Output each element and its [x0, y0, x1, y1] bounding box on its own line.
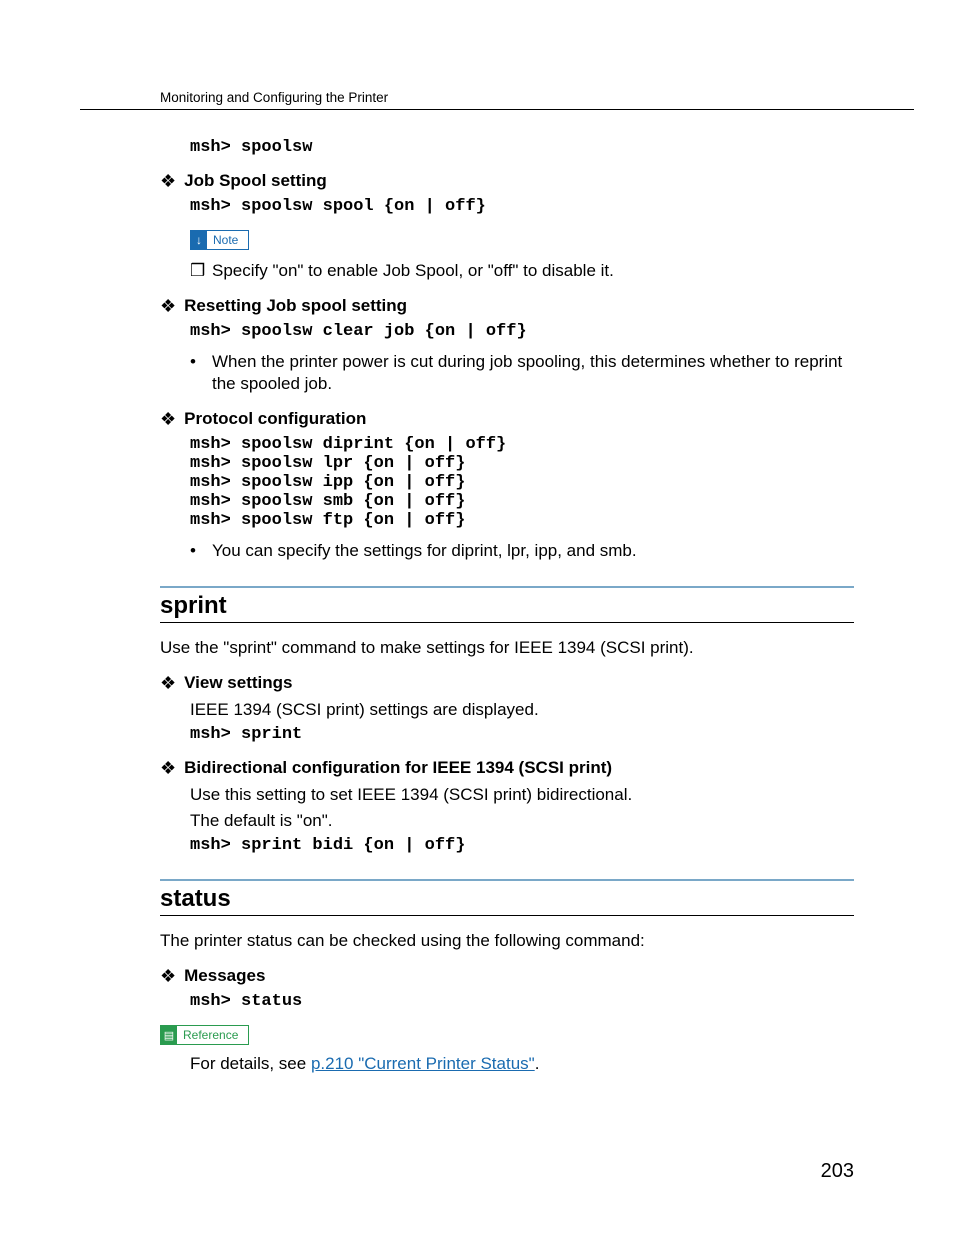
code-status: msh> status — [190, 992, 854, 1011]
note-item: ❒ Specify "on" to enable Job Spool, or "… — [190, 260, 854, 282]
diamond-icon: ❖ — [160, 409, 176, 429]
code-sprint-bidi: msh> sprint bidi {on | off} — [190, 836, 854, 855]
section-title-messages: Messages — [184, 966, 265, 986]
section-underline — [160, 915, 854, 916]
heading-status: status — [160, 885, 854, 913]
bullet-protocol: • You can specify the settings for dipri… — [190, 540, 854, 562]
heading-sprint: sprint — [160, 592, 854, 620]
reference-icon: ▤ — [161, 1026, 177, 1044]
reference-line: For details, see p.210 "Current Printer … — [190, 1053, 854, 1075]
section-rule — [160, 586, 854, 588]
section-title-view: View settings — [184, 673, 292, 693]
diamond-icon: ❖ — [160, 966, 176, 986]
page-number: 203 — [821, 1160, 854, 1183]
section-messages: ❖ Messages — [160, 966, 854, 986]
diamond-icon: ❖ — [160, 171, 176, 191]
reference-prefix: For details, see — [190, 1054, 311, 1073]
section-rule — [160, 879, 854, 881]
bullet-reset-spool: • When the printer power is cut during j… — [190, 351, 854, 395]
section-title-job-spool: Job Spool setting — [184, 171, 327, 191]
down-arrow-icon: ↓ — [191, 231, 207, 249]
bullet-text: When the printer power is cut during job… — [212, 351, 854, 395]
reference-badge: ▤ Reference — [160, 1025, 249, 1045]
note-label: Note — [207, 233, 248, 247]
section-title-protocol: Protocol configuration — [184, 409, 366, 429]
section-title-reset-spool: Resetting Job spool setting — [184, 296, 407, 316]
bidi-text-2: The default is "on". — [190, 810, 854, 832]
sprint-intro: Use the "sprint" command to make setting… — [160, 637, 854, 659]
section-bidi: ❖ Bidirectional configuration for IEEE 1… — [160, 758, 854, 778]
running-header: Monitoring and Configuring the Printer — [160, 90, 854, 105]
code-sprint: msh> sprint — [190, 725, 854, 744]
bullet-text: You can specify the settings for diprint… — [212, 540, 637, 562]
code-reset-spool: msh> spoolsw clear job {on | off} — [190, 322, 854, 341]
diamond-icon: ❖ — [160, 673, 176, 693]
view-settings-text: IEEE 1394 (SCSI print) settings are disp… — [190, 699, 854, 721]
header-rule — [80, 109, 914, 110]
code-spoolsw: msh> spoolsw — [190, 138, 854, 157]
reference-link[interactable]: p.210 "Current Printer Status" — [311, 1054, 535, 1073]
code-job-spool: msh> spoolsw spool {on | off} — [190, 197, 854, 216]
page: Monitoring and Configuring the Printer m… — [0, 0, 954, 1235]
dot-bullet-icon: • — [190, 351, 212, 373]
section-protocol: ❖ Protocol configuration — [160, 409, 854, 429]
section-title-bidi: Bidirectional configuration for IEEE 139… — [184, 758, 612, 778]
section-reset-spool: ❖ Resetting Job spool setting — [160, 296, 854, 316]
section-view-settings: ❖ View settings — [160, 673, 854, 693]
note-text-body: Specify "on" to enable Job Spool, or "of… — [212, 260, 614, 282]
section-job-spool: ❖ Job Spool setting — [160, 171, 854, 191]
reference-suffix: . — [535, 1054, 540, 1073]
box-bullet-icon: ❒ — [190, 260, 212, 282]
diamond-icon: ❖ — [160, 758, 176, 778]
section-underline — [160, 622, 854, 623]
status-intro: The printer status can be checked using … — [160, 930, 854, 952]
diamond-icon: ❖ — [160, 296, 176, 316]
bidi-text-1: Use this setting to set IEEE 1394 (SCSI … — [190, 784, 854, 806]
dot-bullet-icon: • — [190, 540, 212, 562]
code-protocol: msh> spoolsw diprint {on | off} msh> spo… — [190, 435, 854, 530]
reference-label: Reference — [177, 1028, 248, 1042]
note-badge: ↓ Note — [190, 230, 249, 250]
